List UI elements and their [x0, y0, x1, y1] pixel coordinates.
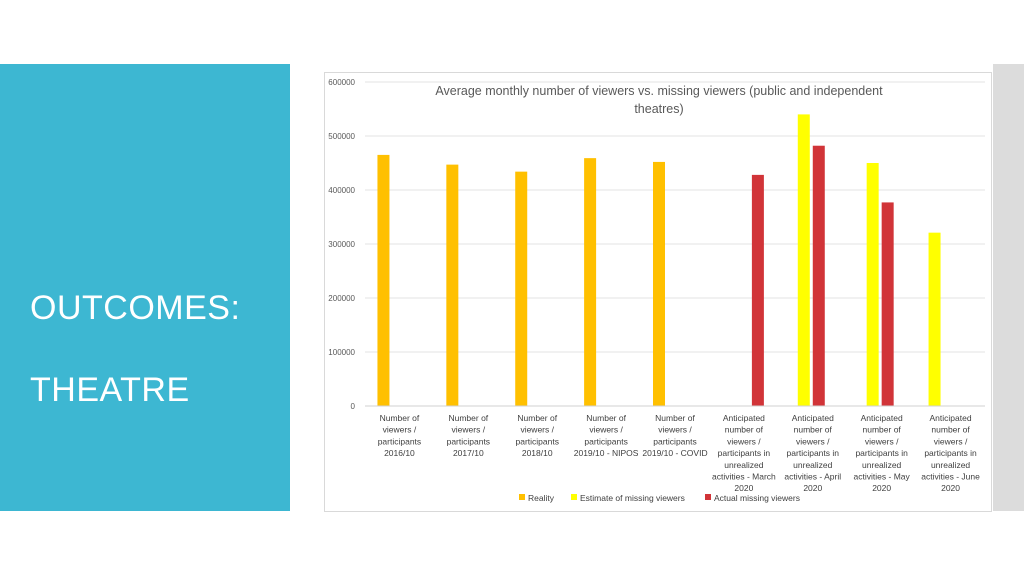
category-label: viewers / [727, 436, 761, 446]
category-label: viewers / [934, 436, 968, 446]
category-label: viewers / [589, 425, 623, 435]
bar-actual-missing-viewers [812, 145, 825, 406]
category-label: participants in [924, 448, 977, 458]
decorative-strip [993, 64, 1024, 511]
y-tick-label: 600000 [328, 78, 355, 87]
category-label: Number of [586, 413, 626, 423]
bar-estimate-of-missing-viewers [928, 232, 941, 406]
category-label: 2020 [803, 483, 822, 493]
category-label: participants [447, 436, 490, 446]
category-label: number of [725, 425, 764, 435]
category-label: Anticipated [930, 413, 972, 423]
category-label: viewers / [658, 425, 692, 435]
y-tick-label: 200000 [328, 294, 355, 303]
legend-swatch [571, 494, 577, 500]
y-tick-label: 400000 [328, 186, 355, 195]
slide-title-line1: OUTCOMES: [30, 289, 241, 327]
category-label: number of [794, 425, 833, 435]
category-label: viewers / [796, 436, 830, 446]
category-label: participants [378, 436, 421, 446]
slide-title-line2: THEATRE [30, 371, 190, 409]
category-label: 2020 [872, 483, 891, 493]
y-tick-label: 500000 [328, 132, 355, 141]
bar-chart: 0 100000 200000 300000 400000 500000 600000 Ave… [328, 78, 985, 503]
category-label: Anticipated [723, 413, 765, 423]
category-label: Number of [517, 413, 557, 423]
title-panel: OUTCOMES: THEATRE [0, 64, 290, 511]
bar-estimate-of-missing-viewers [866, 163, 879, 406]
category-label: viewers / [520, 425, 554, 435]
category-label: viewers / [452, 425, 486, 435]
category-label: unrealized [931, 460, 970, 470]
category-label: Number of [380, 413, 420, 423]
bar-reality [446, 164, 459, 406]
category-label: participants [653, 436, 696, 446]
bar-actual-missing-viewers [751, 174, 764, 406]
bar-estimate-of-missing-viewers [797, 114, 810, 407]
category-label: unrealized [793, 460, 832, 470]
category-label: 2020 [941, 483, 960, 493]
category-label: 2020 [734, 483, 753, 493]
y-tick-label: 0 [351, 402, 356, 411]
category-label: activities - April [784, 472, 841, 482]
category-label: 2017/10 [453, 448, 484, 458]
category-label: viewers / [383, 425, 417, 435]
category-label: number of [863, 425, 902, 435]
category-label: Number of [655, 413, 695, 423]
bar-reality [653, 161, 665, 406]
category-label: Anticipated [792, 413, 834, 423]
category-label: participants in [855, 448, 908, 458]
bar-reality [584, 158, 597, 406]
bar-actual-missing-viewers [881, 202, 894, 406]
category-label: participants [515, 436, 558, 446]
category-label: unrealized [724, 460, 763, 470]
legend-swatch [705, 494, 711, 500]
category-label: viewers / [865, 436, 899, 446]
category-label: 2019/10 - NIPOS [574, 448, 639, 458]
category-label: participants in [787, 448, 840, 458]
chart-title: theatres) [634, 102, 683, 116]
legend-label: Actual missing viewers [714, 493, 800, 503]
legend-label: Estimate of missing viewers [580, 493, 685, 503]
category-label: activities - June [921, 472, 980, 482]
chart-frame: 0 100000 200000 300000 400000 500000 600000 Ave… [324, 72, 992, 512]
category-label: participants in [718, 448, 771, 458]
category-label: Number of [448, 413, 488, 423]
category-label: 2018/10 [522, 448, 553, 458]
y-tick-label: 300000 [328, 240, 355, 249]
category-label: number of [931, 425, 970, 435]
category-label: 2019/10 - COVID [642, 448, 707, 458]
category-label: activities - March [712, 472, 776, 482]
bar-reality [377, 154, 390, 406]
bar-reality [515, 171, 528, 406]
category-label: unrealized [862, 460, 901, 470]
chart-title: Average monthly number of viewers vs. mi… [435, 84, 883, 98]
category-label: 2016/10 [384, 448, 415, 458]
legend-swatch [519, 494, 525, 500]
y-tick-label: 100000 [328, 348, 355, 357]
category-label: participants [584, 436, 627, 446]
category-label: activities - May [854, 472, 911, 482]
category-label: Anticipated [861, 413, 903, 423]
legend-label: Reality [528, 493, 555, 503]
